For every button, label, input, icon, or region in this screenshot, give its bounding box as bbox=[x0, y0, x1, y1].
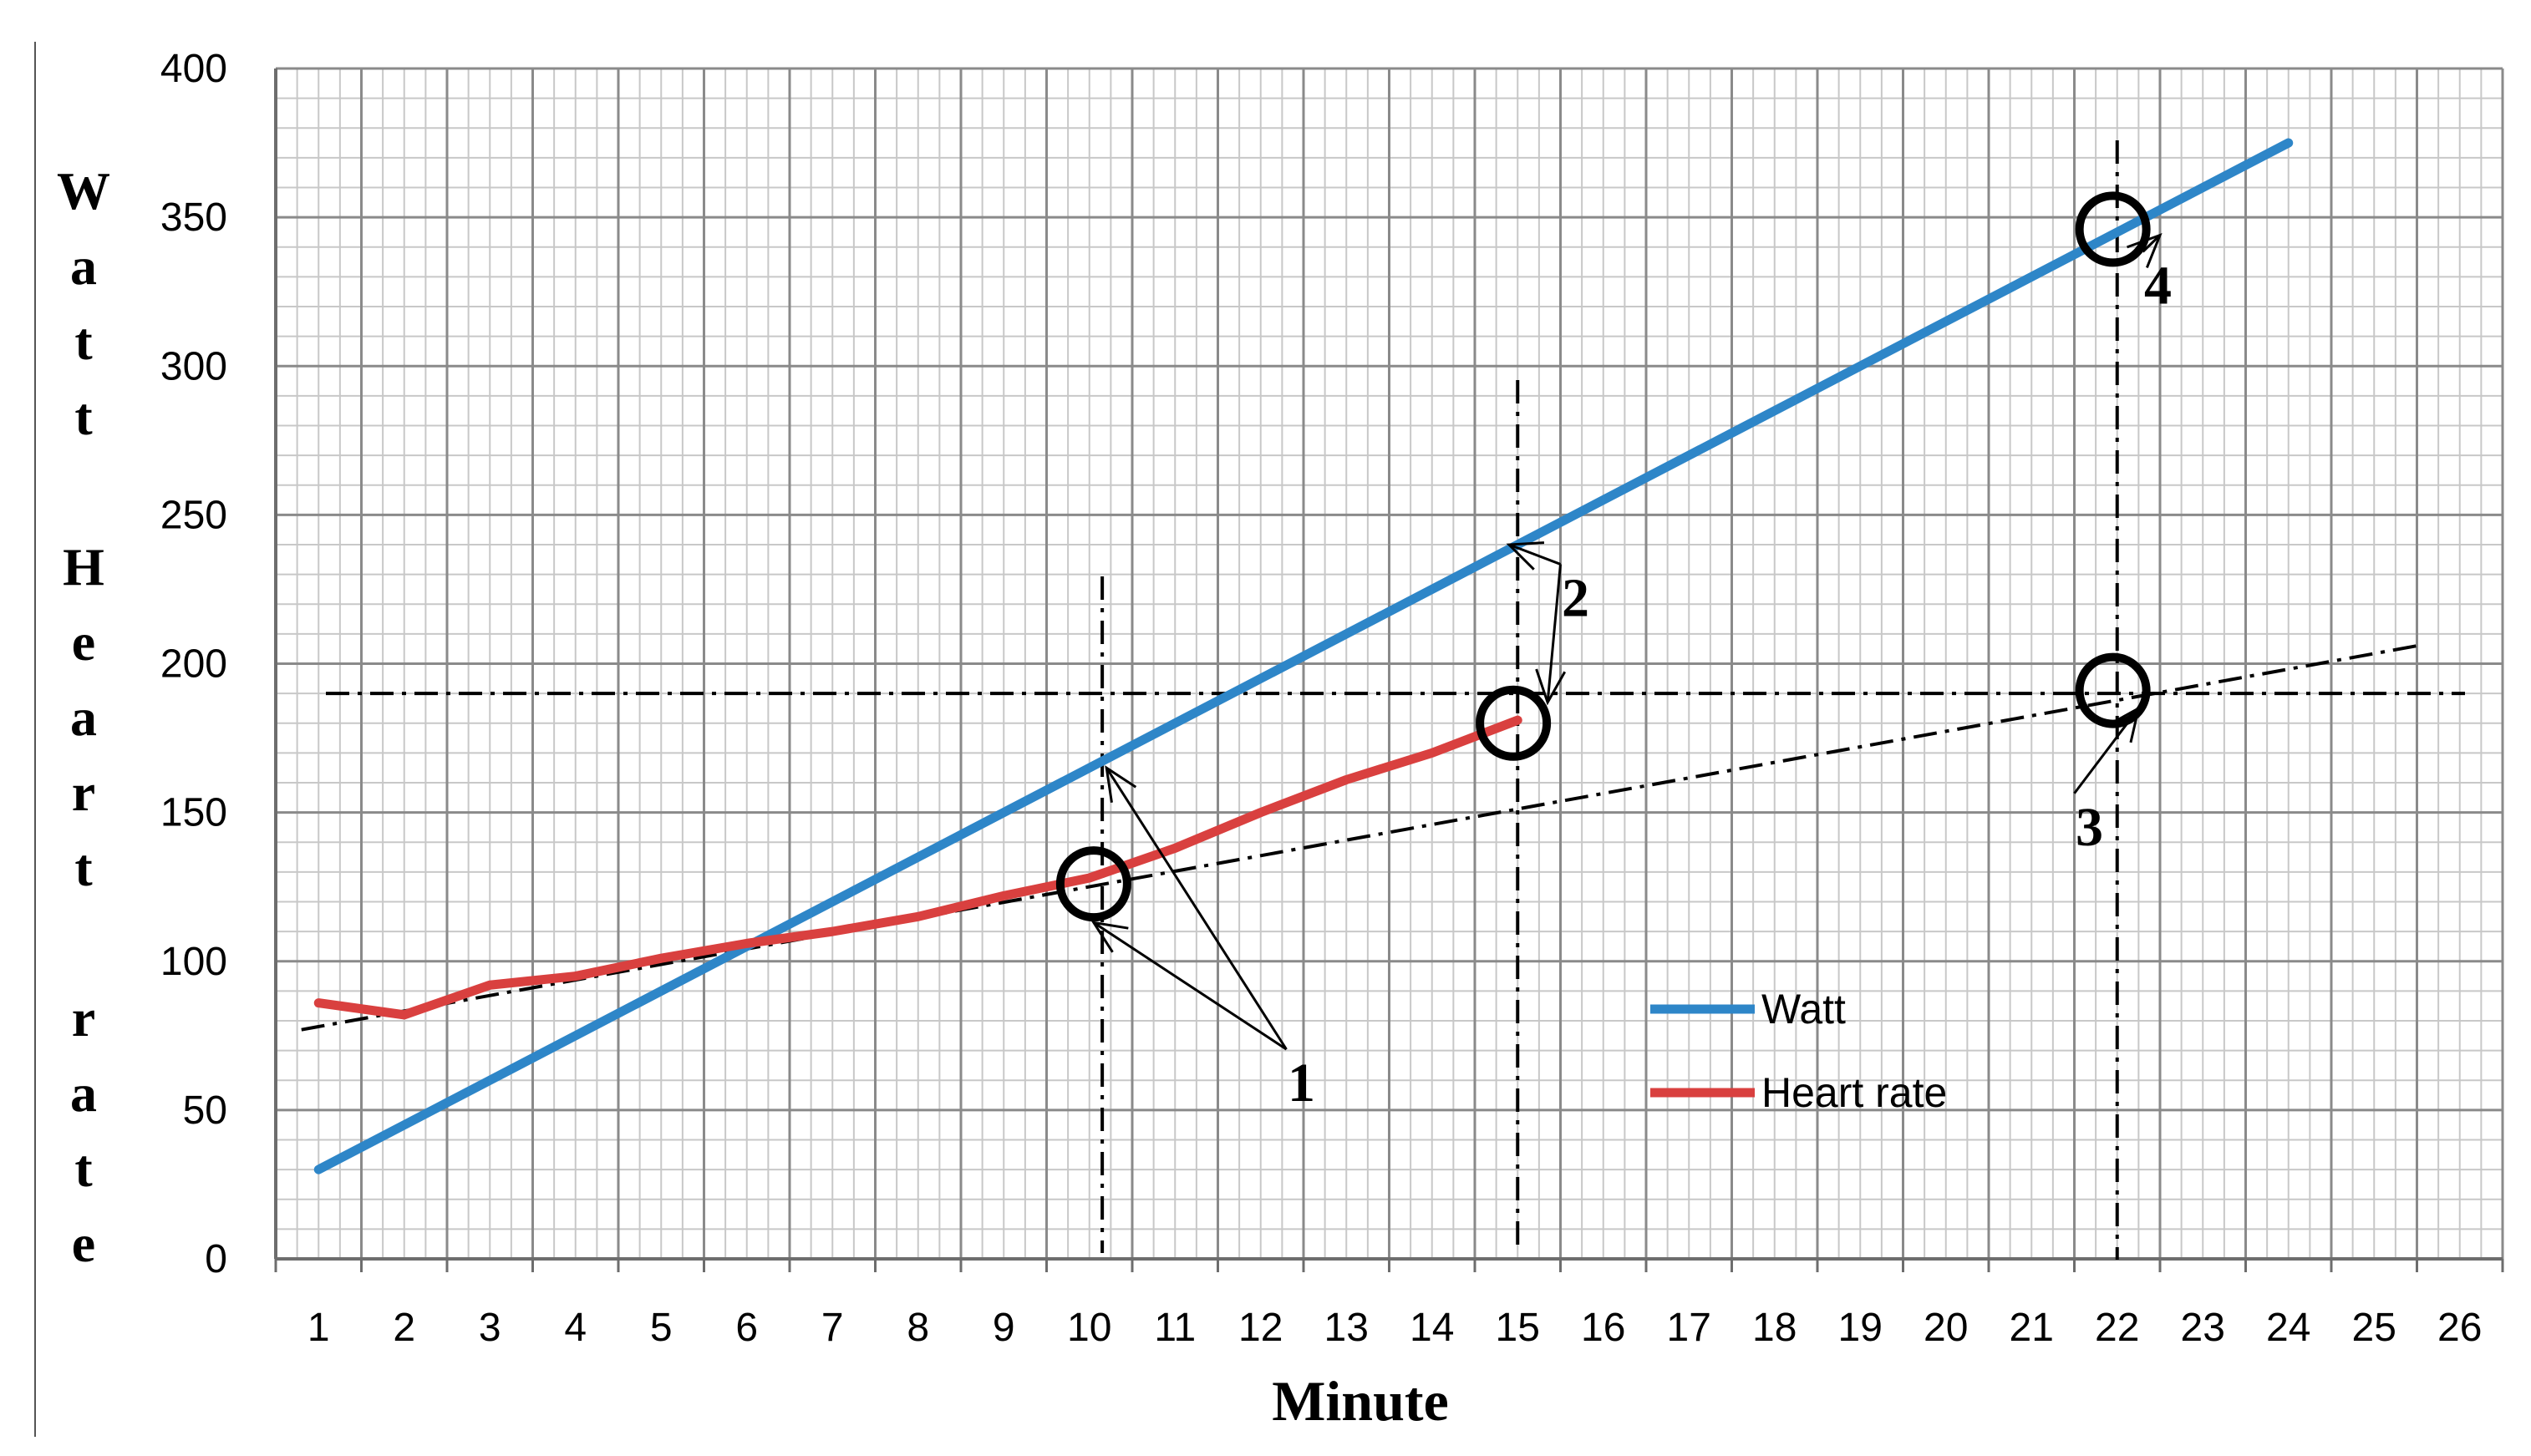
annotation-arrow bbox=[2073, 708, 2140, 794]
x-tick-label: 19 bbox=[1838, 1306, 1883, 1350]
y-tick-label: 400 bbox=[160, 47, 227, 91]
x-tick-label: 3 bbox=[479, 1306, 501, 1350]
y-tick-label: 300 bbox=[160, 344, 227, 388]
annotation-arrowhead bbox=[1535, 668, 1567, 706]
y-axis-label-letter: H bbox=[63, 537, 104, 596]
x-tick-label: 17 bbox=[1667, 1306, 1711, 1350]
x-tick-label: 10 bbox=[1067, 1306, 1111, 1350]
legend-label: Watt bbox=[1761, 986, 1846, 1032]
annotation-arrow bbox=[2142, 234, 2162, 253]
x-tick-label: 5 bbox=[650, 1306, 673, 1350]
x-tick-label: 7 bbox=[821, 1306, 844, 1350]
trend-line bbox=[301, 644, 2417, 1032]
y-tick-label: 0 bbox=[205, 1237, 227, 1281]
legend-label: Heart rate bbox=[1761, 1069, 1947, 1116]
y-tick-label: 200 bbox=[160, 642, 227, 687]
y-tick-label: 350 bbox=[160, 195, 227, 240]
series-line bbox=[313, 138, 2294, 1174]
y-tick-label: 50 bbox=[183, 1088, 227, 1133]
x-tick-label: 6 bbox=[735, 1306, 758, 1350]
x-tick-label: 20 bbox=[1924, 1306, 1968, 1350]
y-axis-label-letter: t bbox=[74, 838, 93, 897]
annotations: 1 2 3 4 bbox=[1090, 232, 2172, 1114]
series-line bbox=[313, 715, 1522, 1020]
y-axis-label-letter: e bbox=[72, 1214, 95, 1273]
x-tick-label: 9 bbox=[993, 1306, 1015, 1350]
y-axis-label-letter bbox=[77, 462, 90, 521]
x-tick-label: 22 bbox=[2095, 1306, 2139, 1350]
y-tick-label: 250 bbox=[160, 493, 227, 537]
y-axis-label-letter: a bbox=[70, 687, 97, 747]
x-tick-label: 1 bbox=[307, 1306, 330, 1350]
x-tick-label: 2 bbox=[393, 1306, 415, 1350]
reference-lines bbox=[301, 140, 2465, 1260]
annotation-arrowhead bbox=[1506, 541, 1545, 571]
y-axis-label-letter: t bbox=[74, 1139, 93, 1198]
y-axis-label-letter: t bbox=[74, 312, 93, 371]
series-lines bbox=[313, 138, 2294, 1174]
x-tick-label: 4 bbox=[564, 1306, 587, 1350]
y-tick-label: 100 bbox=[160, 940, 227, 984]
x-tick-label: 25 bbox=[2352, 1306, 2396, 1350]
x-tick-label: 23 bbox=[2181, 1306, 2225, 1350]
x-tick-label: 24 bbox=[2266, 1306, 2310, 1350]
annotation-arrow bbox=[1508, 543, 1562, 566]
annotation-label: 2 bbox=[1562, 567, 1589, 628]
annotation-arrow bbox=[1093, 921, 1288, 1051]
x-tick-label: 13 bbox=[1324, 1306, 1369, 1350]
y-tick-label: 150 bbox=[160, 791, 227, 835]
x-tick-labels: 1 2 3 4 5 6 7 8 9 10 11 12 13 14 15 16 17 18 19 20 21 22 23 24 2… bbox=[307, 1306, 2483, 1350]
y-axis-label-letter: a bbox=[70, 236, 97, 296]
x-tick-label: 15 bbox=[1496, 1306, 1540, 1350]
x-tick-label: 11 bbox=[1154, 1306, 1196, 1350]
y-tick-labels: 0 50 100 150 200 250 300 350 400 bbox=[160, 47, 227, 1281]
y-axis-label-letter: r bbox=[72, 988, 95, 1048]
circle-marker bbox=[1476, 685, 1552, 761]
annotation-arrowhead bbox=[1105, 765, 1137, 803]
circle-marker bbox=[1055, 846, 1131, 922]
y-axis-label-letter: a bbox=[70, 1063, 97, 1123]
x-tick-label: 14 bbox=[1410, 1306, 1454, 1350]
x-tick-label: 26 bbox=[2437, 1306, 2482, 1350]
annotation-arrow bbox=[1546, 564, 1562, 703]
annotation-label: 4 bbox=[2144, 255, 2172, 316]
legend: Watt Heart rate bbox=[1650, 986, 1947, 1116]
y-axis-label-letter bbox=[77, 913, 90, 972]
x-tick-label: 21 bbox=[2010, 1306, 2054, 1350]
annotation-arrowhead bbox=[1090, 921, 1129, 953]
annotation-label: 3 bbox=[2076, 797, 2103, 858]
annotation-arrow bbox=[1105, 767, 1288, 1050]
y-axis-label-letter: e bbox=[72, 612, 95, 672]
annotation-arrowhead bbox=[2107, 706, 2141, 743]
x-tick-label: 18 bbox=[1752, 1306, 1797, 1350]
y-axis-label-letter: W bbox=[57, 161, 110, 221]
y-axis-label-letter: t bbox=[74, 387, 93, 446]
annotation-label: 1 bbox=[1288, 1053, 1315, 1114]
circle-marker bbox=[2075, 191, 2151, 267]
axes bbox=[274, 68, 2504, 1272]
x-axis-label: Minute bbox=[1272, 1369, 1449, 1433]
x-tick-label: 8 bbox=[907, 1306, 929, 1350]
annotation-arrowhead bbox=[2127, 232, 2163, 269]
y-axis-label-letter: r bbox=[72, 763, 95, 822]
x-tick-label: 16 bbox=[1581, 1306, 1625, 1350]
x-tick-label: 12 bbox=[1238, 1306, 1283, 1350]
